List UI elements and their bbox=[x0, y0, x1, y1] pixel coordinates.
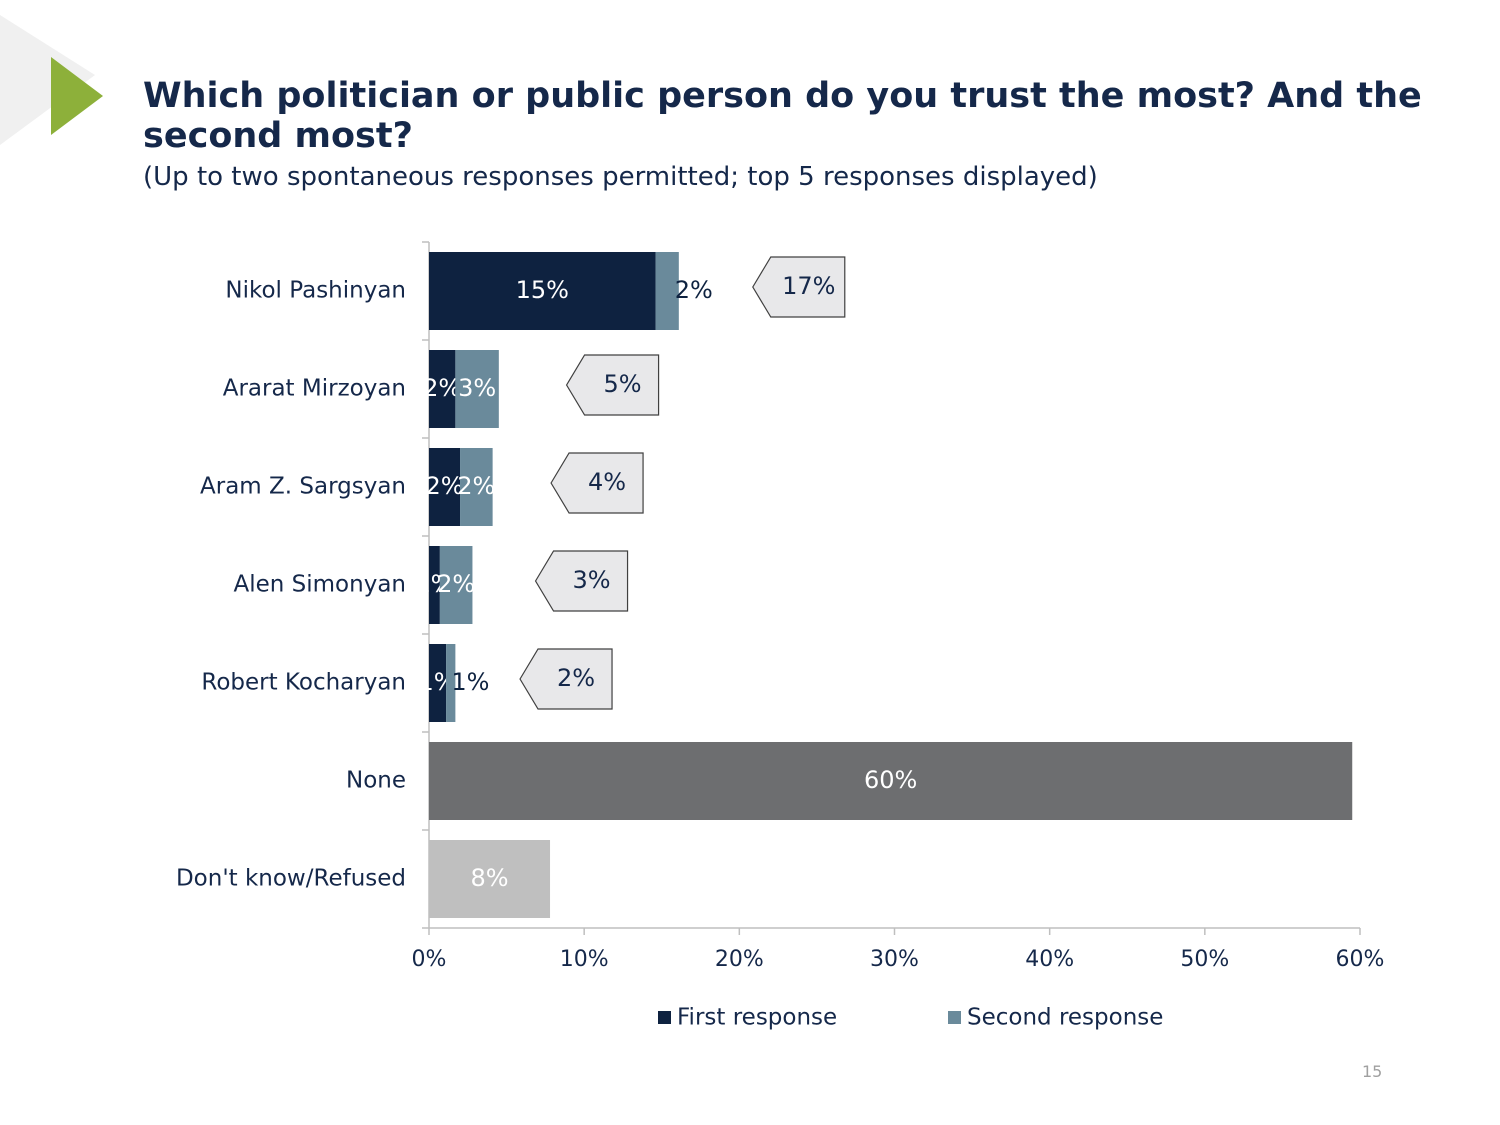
value-label: 60% bbox=[864, 766, 917, 794]
category-label: Nikol Pashinyan bbox=[225, 278, 406, 304]
x-tick-label: 60% bbox=[1336, 947, 1385, 972]
total-callout bbox=[565, 354, 660, 416]
bar-segment bbox=[429, 546, 440, 624]
total-callout bbox=[550, 452, 644, 514]
value-label: 8% bbox=[470, 864, 508, 892]
category-label: Robert Kocharyan bbox=[201, 670, 406, 696]
x-tick-label: 40% bbox=[1025, 947, 1074, 972]
value-label: 2% bbox=[425, 472, 463, 500]
value-label: 2% bbox=[437, 570, 475, 598]
bar-segment bbox=[655, 252, 679, 330]
decor-arrow bbox=[51, 57, 103, 135]
value-label: 1% bbox=[451, 668, 489, 696]
x-tick-label: 20% bbox=[715, 947, 764, 972]
value-label: 2% bbox=[675, 276, 713, 304]
bar-segment bbox=[429, 644, 447, 722]
category-label: Aram Z. Sargsyan bbox=[200, 474, 406, 500]
x-tick-label: 30% bbox=[870, 947, 919, 972]
bar-segment bbox=[460, 448, 493, 526]
total-label: 3% bbox=[573, 566, 611, 594]
bar-segment bbox=[429, 840, 551, 918]
x-tick-label: 0% bbox=[412, 947, 447, 972]
category-label: Alen Simonyan bbox=[234, 572, 407, 598]
page-number: 15 bbox=[1362, 1062, 1383, 1081]
value-label: 2% bbox=[423, 374, 461, 402]
total-label: 17% bbox=[782, 272, 835, 300]
bar-segment bbox=[429, 350, 456, 428]
total-callout bbox=[752, 256, 846, 318]
total-label: 5% bbox=[604, 370, 642, 398]
legend-label: First response bbox=[677, 1005, 837, 1031]
legend-swatch bbox=[658, 1011, 671, 1024]
subtitle: (Up to two spontaneous responses permitt… bbox=[143, 162, 1098, 192]
legend-swatch bbox=[948, 1011, 961, 1024]
value-label: 3% bbox=[458, 374, 496, 402]
total-callout bbox=[519, 648, 613, 710]
bar-segment bbox=[439, 546, 473, 624]
total-label: 4% bbox=[588, 468, 626, 496]
category-label: Don't know/Refused bbox=[176, 866, 406, 892]
value-label: 15% bbox=[516, 276, 569, 304]
category-label: Ararat Mirzoyan bbox=[223, 376, 406, 402]
total-label: 2% bbox=[557, 664, 595, 692]
bar-segment bbox=[446, 644, 456, 722]
total-callout bbox=[534, 550, 629, 612]
bar-segment bbox=[429, 448, 461, 526]
bar-segment bbox=[429, 742, 1353, 820]
value-label: 2% bbox=[457, 472, 495, 500]
legend-label: Second response bbox=[967, 1005, 1163, 1031]
decor-shape bbox=[0, 15, 95, 145]
bar-segment bbox=[429, 252, 656, 330]
category-label: None bbox=[346, 768, 406, 794]
x-tick-label: 50% bbox=[1180, 947, 1229, 972]
bar-segment bbox=[455, 350, 499, 428]
title: Which politician or public person do you… bbox=[143, 76, 1422, 156]
x-tick-label: 10% bbox=[560, 947, 609, 972]
